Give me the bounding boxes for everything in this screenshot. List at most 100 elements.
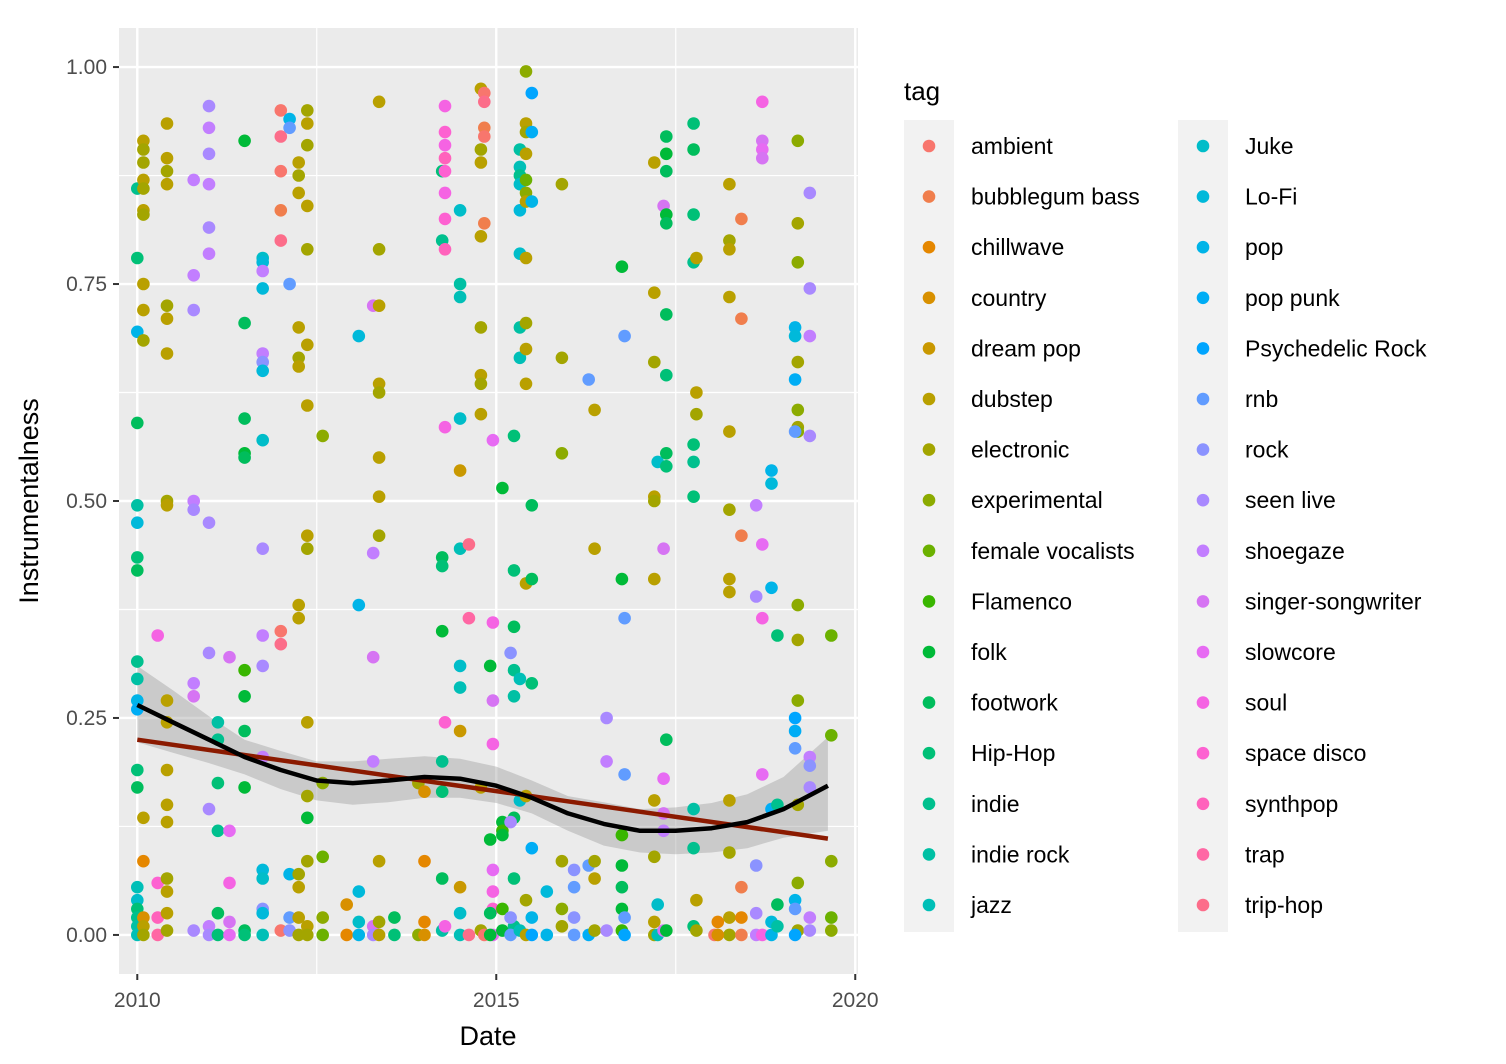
data-point <box>582 373 595 386</box>
data-point <box>588 854 601 868</box>
data-point <box>660 217 673 230</box>
data-point <box>131 763 144 777</box>
data-point <box>223 876 236 890</box>
data-point <box>160 347 174 360</box>
data-point <box>825 854 838 868</box>
data-point <box>187 173 200 187</box>
legend-key <box>1196 746 1210 760</box>
data-point <box>486 863 500 877</box>
data-point <box>160 763 174 777</box>
data-point <box>507 620 521 634</box>
x-tick-label: 2020 <box>832 989 879 1012</box>
data-point <box>749 590 763 603</box>
data-point <box>555 902 569 916</box>
data-point <box>137 854 150 868</box>
data-point <box>660 208 673 221</box>
data-point <box>223 928 236 942</box>
legend-label: Flamenco <box>971 588 1072 614</box>
data-point <box>765 477 778 490</box>
legend-key <box>922 342 936 355</box>
data-point <box>711 915 725 929</box>
linear-trend-line <box>136 737 829 841</box>
data-point <box>202 516 216 529</box>
data-point <box>660 147 673 161</box>
data-point <box>525 499 539 512</box>
data-point <box>496 481 509 495</box>
data-point <box>453 204 467 217</box>
data-point <box>615 572 629 586</box>
data-point <box>301 243 314 256</box>
data-point <box>825 911 838 924</box>
data-point <box>519 251 533 265</box>
data-point <box>756 928 769 942</box>
data-point <box>687 117 700 130</box>
y-tick-label: 0.50 <box>66 490 107 513</box>
data-point <box>486 694 500 707</box>
data-point <box>478 217 491 230</box>
y-tick-label: 0.25 <box>66 707 107 730</box>
data-point <box>756 134 769 148</box>
data-point <box>372 386 386 399</box>
data-point <box>486 737 500 751</box>
data-point <box>292 867 306 881</box>
legend-key <box>1196 696 1210 709</box>
data-point <box>372 299 386 313</box>
data-point <box>567 928 581 942</box>
data-point <box>211 906 225 920</box>
legend-key <box>1196 848 1210 861</box>
data-point <box>519 377 533 391</box>
data-point <box>160 906 174 920</box>
legend-label: ambient <box>971 133 1053 159</box>
legend-label: dream pop <box>971 335 1081 361</box>
data-point <box>825 629 838 642</box>
data-point <box>238 412 251 425</box>
legend-key <box>922 645 936 659</box>
legend-label: Juke <box>1245 133 1294 159</box>
data-point <box>756 611 769 625</box>
data-point <box>474 377 488 391</box>
data-point <box>137 143 150 156</box>
data-point <box>496 828 509 842</box>
data-point <box>660 164 673 178</box>
data-point <box>788 329 802 343</box>
x-tick-label: 2015 <box>473 989 520 1012</box>
data-point <box>735 928 748 942</box>
legend-label: chillwave <box>971 234 1064 260</box>
data-point <box>238 690 251 703</box>
data-point <box>292 321 306 334</box>
data-point <box>301 338 314 352</box>
data-point <box>438 125 452 139</box>
data-point <box>462 928 476 942</box>
data-point <box>438 151 452 165</box>
data-point <box>202 221 216 234</box>
data-point <box>615 880 629 894</box>
data-point <box>372 529 386 542</box>
data-point <box>352 329 366 343</box>
data-point <box>372 451 386 464</box>
data-point <box>366 755 380 768</box>
data-point <box>453 659 467 673</box>
data-point <box>486 616 500 629</box>
data-point <box>438 186 452 200</box>
data-point <box>274 130 288 143</box>
data-point <box>438 920 452 933</box>
data-point <box>352 885 366 898</box>
data-point <box>525 928 539 942</box>
data-point <box>131 880 144 894</box>
data-point <box>187 303 200 317</box>
data-point <box>723 425 736 438</box>
legend-label: indie <box>971 791 1020 817</box>
data-point <box>292 169 306 182</box>
data-point <box>316 911 330 924</box>
data-point <box>256 255 270 269</box>
data-point <box>513 672 527 686</box>
data-point <box>372 377 386 391</box>
data-point <box>657 542 670 555</box>
data-point <box>788 373 802 386</box>
data-point <box>540 885 554 898</box>
data-point <box>438 243 452 256</box>
data-point <box>788 321 802 334</box>
legend-key <box>922 746 936 760</box>
data-point <box>462 538 476 551</box>
data-point <box>453 277 467 291</box>
